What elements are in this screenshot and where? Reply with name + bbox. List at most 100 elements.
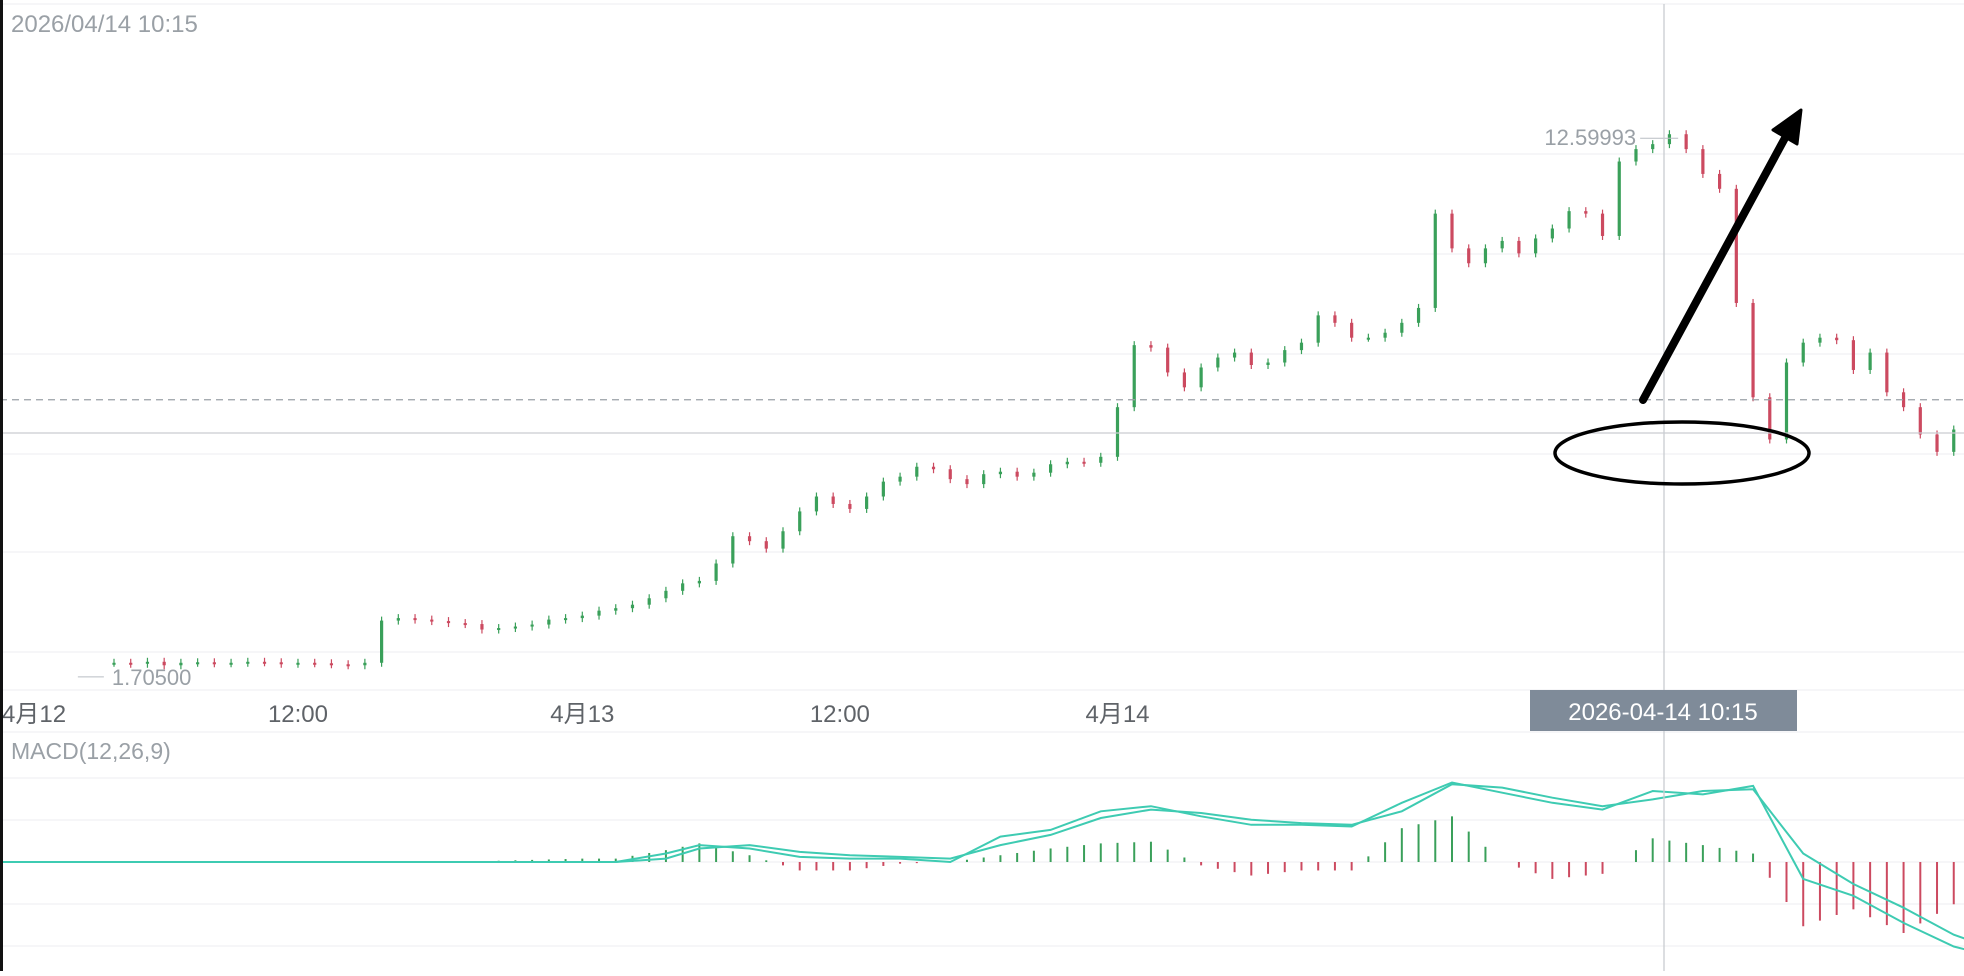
- annotation-arrow-head: [1771, 108, 1803, 146]
- candle-up: [1868, 352, 1872, 370]
- candle-up: [563, 618, 568, 621]
- candle-up: [1299, 342, 1304, 351]
- candle-series: [112, 130, 1956, 670]
- candle-down: [1918, 407, 1922, 435]
- candle-up: [1032, 472, 1036, 477]
- candle-up: [1500, 240, 1504, 249]
- candle-down: [1901, 392, 1906, 408]
- candle-up: [396, 618, 400, 621]
- candle-down: [1851, 340, 1855, 370]
- candle-up: [1115, 407, 1120, 457]
- left-edge-border: [0, 0, 3, 971]
- candle-up: [898, 476, 902, 482]
- annotation-ellipse: [1553, 420, 1811, 486]
- candle-up: [998, 471, 1003, 475]
- candle-down: [212, 662, 216, 665]
- candle-down: [162, 661, 166, 666]
- candle-up: [296, 662, 300, 665]
- candle-down: [1600, 213, 1605, 236]
- candle-up: [1266, 362, 1270, 365]
- candle-down: [480, 624, 484, 630]
- crosshair-time-badge: [1530, 690, 1797, 731]
- candle-down: [1734, 188, 1738, 303]
- candle-down: [1701, 149, 1705, 174]
- candle-up: [664, 590, 668, 599]
- candle-down: [1517, 240, 1521, 254]
- candle-down: [764, 541, 768, 549]
- candle-up: [1099, 456, 1103, 463]
- candle-down: [1467, 248, 1471, 264]
- candle-up: [597, 610, 601, 616]
- candle-up: [1483, 248, 1488, 264]
- candle-down: [831, 496, 835, 504]
- x-axis-tick-label: 4月14: [1085, 701, 1149, 728]
- candle-up: [614, 608, 618, 611]
- candle-up: [1784, 362, 1789, 440]
- candle-down: [1935, 434, 1939, 452]
- candle-up: [1818, 337, 1822, 343]
- candle-up: [1366, 337, 1370, 340]
- candle-up: [145, 661, 150, 664]
- candle-up: [630, 604, 635, 609]
- candle-up: [714, 563, 718, 581]
- macd-panel: [0, 781, 1964, 951]
- macd-line: [114, 781, 1964, 951]
- candle-down: [1149, 345, 1153, 348]
- x-axis-tick-label: 12:00: [268, 701, 328, 728]
- candle-down: [948, 469, 952, 480]
- candle-up: [513, 626, 517, 629]
- header-timestamp: 2026/04/14 10:15: [11, 11, 198, 38]
- candle-up: [1216, 357, 1220, 368]
- low-price-label: 1.70500: [112, 665, 192, 690]
- candle-up: [229, 662, 233, 665]
- candle-up: [681, 583, 685, 591]
- candle-down: [1684, 134, 1688, 150]
- candle-up: [781, 531, 785, 549]
- candle-down: [965, 479, 969, 485]
- candle-down: [279, 662, 283, 665]
- candle-up: [1801, 342, 1805, 363]
- crosshair-and-annotations: [0, 4, 1964, 971]
- x-axis-tick-label: 4月12: [2, 701, 66, 728]
- candle-down: [1450, 213, 1454, 249]
- candle-down: [1082, 461, 1086, 464]
- candle-down: [747, 536, 752, 542]
- candle-up: [1534, 238, 1538, 254]
- candle-up: [1199, 367, 1203, 388]
- candle-down: [329, 663, 334, 666]
- candle-down: [129, 662, 133, 665]
- annotation-arrow-shaft: [1639, 134, 1789, 404]
- candle-up: [1049, 464, 1053, 473]
- candle-down: [1350, 322, 1354, 338]
- x-axis-tick-label: 4月13: [550, 701, 614, 728]
- candle-up: [1316, 315, 1320, 343]
- candle-down: [1835, 337, 1839, 341]
- candle-up: [1132, 345, 1136, 408]
- candle-down: [1885, 352, 1889, 393]
- candle-up: [363, 662, 367, 666]
- candle-up: [915, 466, 919, 477]
- candle-down: [1333, 315, 1337, 323]
- candle-down: [313, 662, 317, 665]
- candle-up: [1667, 134, 1672, 145]
- candle-up: [1416, 307, 1421, 323]
- candle-up: [982, 474, 986, 485]
- candle-up: [647, 598, 651, 605]
- candle-up: [497, 628, 501, 631]
- candle-up: [196, 662, 200, 665]
- candle-up: [1065, 461, 1069, 465]
- candle-down: [446, 621, 451, 624]
- candle-up: [380, 620, 384, 663]
- candle-up: [1634, 149, 1638, 162]
- candle-up: [112, 662, 116, 665]
- candle-up: [865, 496, 869, 509]
- candle-down: [848, 503, 852, 509]
- candle-up: [697, 580, 701, 584]
- candle-up: [731, 536, 735, 564]
- candle-up: [1651, 144, 1655, 150]
- candle-down: [430, 619, 434, 622]
- chart-labels: 12.59993 1.70500 4月12 12:00 4月13 12:00 4月14 202…: [2, 11, 1758, 764]
- candle-up: [1952, 429, 1956, 452]
